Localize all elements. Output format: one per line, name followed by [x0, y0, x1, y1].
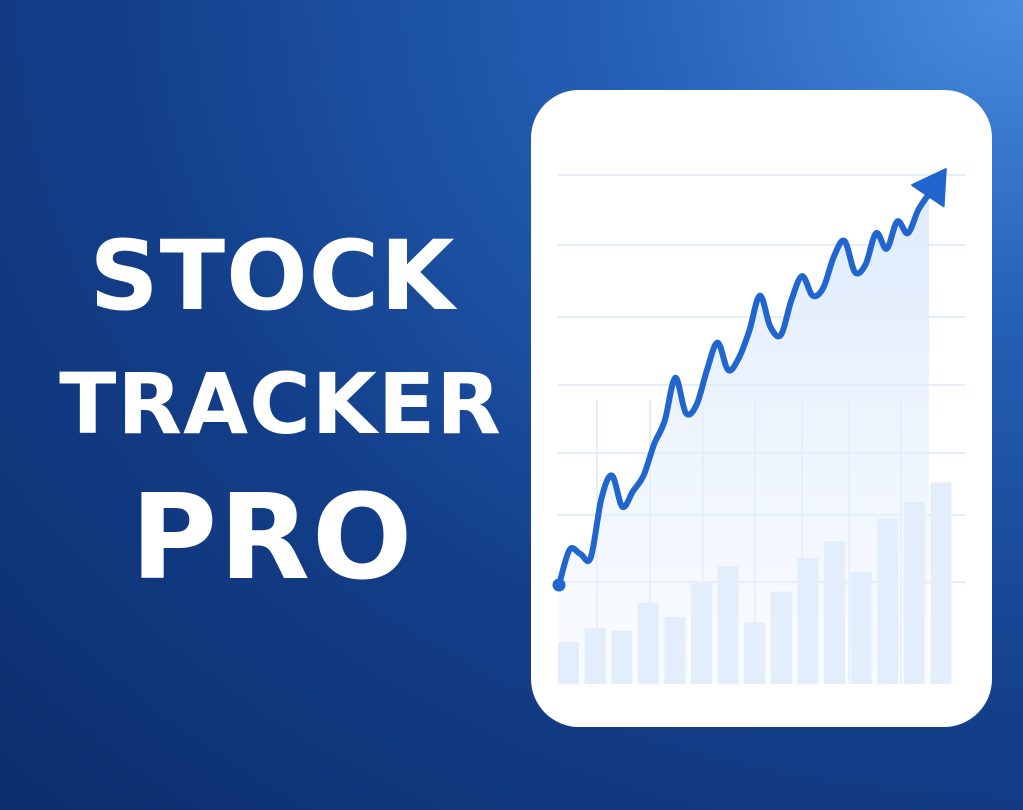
volume-bar [850, 572, 872, 684]
volume-bar [584, 628, 606, 684]
line-area-fill [559, 194, 929, 684]
volume-bar [611, 630, 633, 684]
volume-bar [558, 642, 579, 684]
volume-bar [877, 518, 899, 684]
volume-bar [717, 566, 739, 684]
title-line-pro: PRO [130, 468, 415, 606]
line-start-point [552, 578, 566, 592]
arrow-up-right-icon [911, 168, 947, 208]
title-line-tracker: TRACKER [59, 355, 502, 453]
volume-bar [824, 541, 845, 684]
volume-bar [797, 558, 819, 684]
volume-bar [770, 591, 792, 684]
volume-bar [903, 502, 925, 684]
chart-card [531, 90, 992, 727]
title-line-stock: STOCK [89, 220, 456, 332]
volume-bar [637, 602, 659, 684]
volume-bar [691, 583, 712, 684]
price-line [556, 191, 932, 588]
volume-bar [930, 482, 952, 684]
volume-bar [664, 616, 686, 684]
volume-bar [744, 622, 766, 684]
stock-chart [552, 168, 966, 684]
